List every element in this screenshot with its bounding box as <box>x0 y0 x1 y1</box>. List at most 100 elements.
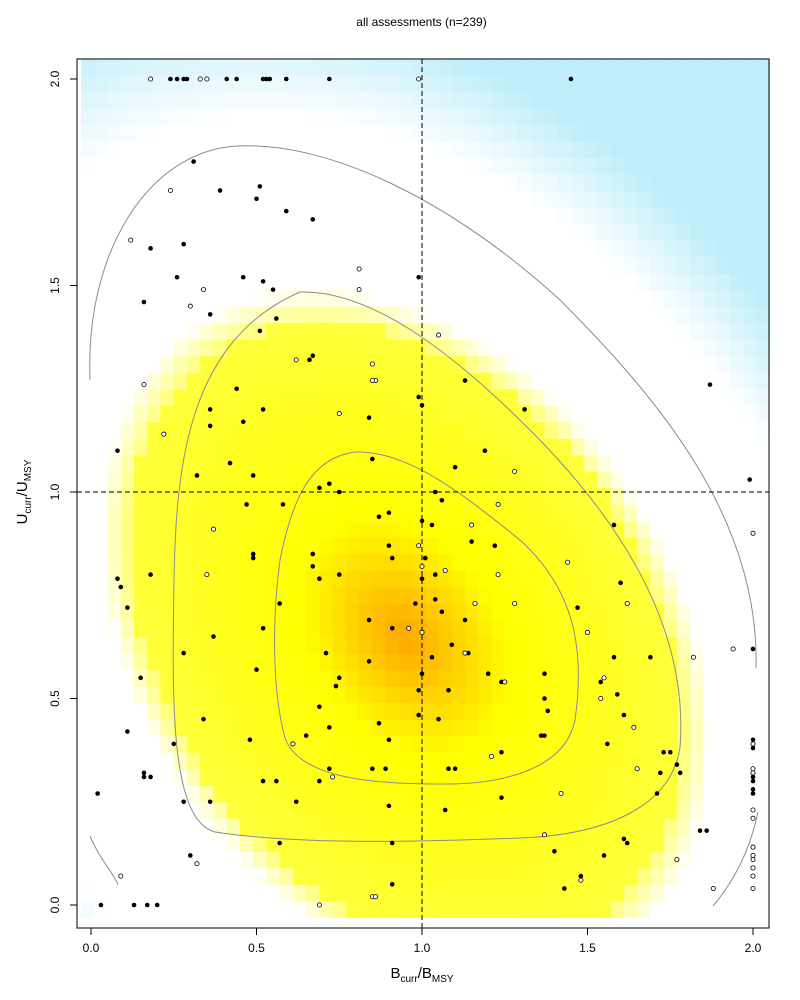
density-cell <box>306 735 320 753</box>
density-cell <box>372 636 387 654</box>
density-cell <box>584 537 598 555</box>
density-cell <box>570 223 585 241</box>
density-cell <box>279 405 294 423</box>
density-cell <box>173 537 188 555</box>
density-cell <box>650 834 665 852</box>
density-cell <box>570 768 585 786</box>
density-cell <box>226 900 241 918</box>
density-cell <box>637 834 651 852</box>
density-cell <box>531 620 545 638</box>
density-cell <box>200 388 214 406</box>
density-cell <box>239 289 254 307</box>
density-cell <box>690 223 704 241</box>
density-cell <box>425 834 440 852</box>
density-cell <box>623 454 638 472</box>
density-cell <box>690 207 704 225</box>
density-cell <box>186 471 201 489</box>
density-cell <box>716 553 731 571</box>
density-cell <box>226 735 241 753</box>
density-cell <box>239 256 254 274</box>
density-cell <box>557 867 572 885</box>
density-cell <box>134 421 148 439</box>
density-cell <box>517 91 532 109</box>
density-cell <box>213 339 228 357</box>
density-cell <box>332 636 347 654</box>
density-cell <box>266 273 281 291</box>
density-cell <box>716 586 731 605</box>
density-cell <box>134 702 148 720</box>
density-cell <box>359 223 373 241</box>
density-cell <box>239 702 254 720</box>
density-cell <box>425 487 440 505</box>
density-cell <box>557 339 572 357</box>
density-cell <box>332 124 347 142</box>
density-cell <box>200 173 214 192</box>
density-cell <box>610 223 625 241</box>
density-cell <box>81 884 95 902</box>
density-cell <box>623 834 638 852</box>
density-cell <box>504 752 519 770</box>
density-cell <box>438 537 453 555</box>
density-cell <box>465 173 479 192</box>
density-cell <box>94 653 109 671</box>
density-cell <box>570 603 585 621</box>
density-cell <box>491 603 506 621</box>
density-cell <box>332 702 347 720</box>
point-filled <box>283 76 289 82</box>
density-cell <box>531 405 545 423</box>
density-cell <box>557 273 572 291</box>
density-cell <box>372 339 387 357</box>
density-cell <box>557 223 572 241</box>
density-cell <box>385 388 400 406</box>
density-cell <box>544 603 559 621</box>
density-cell <box>200 801 214 819</box>
density-cell <box>147 801 162 819</box>
density-cell <box>570 306 585 324</box>
density-cell <box>226 91 241 109</box>
density-cell <box>465 190 479 208</box>
point-filled <box>370 766 375 772</box>
density-cell <box>398 636 413 654</box>
density-cell <box>465 339 479 357</box>
density-cell <box>465 223 479 241</box>
density-cell <box>226 207 241 225</box>
density-cell <box>451 818 466 836</box>
density-cell <box>120 752 135 770</box>
point-filled <box>141 299 147 305</box>
density-cell <box>160 207 175 225</box>
density-cell <box>412 223 426 241</box>
density-cell <box>425 504 440 522</box>
density-cell <box>398 669 413 687</box>
density-cell <box>279 603 294 621</box>
density-cell <box>451 438 466 456</box>
density-cell <box>531 735 545 753</box>
density-cell <box>160 339 175 357</box>
density-cell <box>147 586 162 605</box>
density-cell <box>478 339 493 357</box>
density-cell <box>478 124 493 142</box>
density-cell <box>504 785 519 803</box>
density-cell <box>239 124 254 142</box>
density-cell <box>438 520 453 538</box>
density-cell <box>226 801 241 819</box>
density-cell <box>134 900 148 918</box>
point-filled <box>452 766 458 772</box>
density-cell <box>319 124 334 142</box>
density-cell <box>147 867 162 885</box>
density-cell <box>637 900 651 918</box>
density-cell <box>239 834 254 852</box>
density-cell <box>412 58 426 76</box>
density-cell <box>425 603 440 621</box>
point-filled <box>174 76 180 82</box>
density-cell <box>372 768 387 786</box>
density-cell <box>637 454 651 472</box>
density-cell <box>425 157 440 175</box>
density-cell <box>650 471 665 489</box>
density-cell <box>134 355 148 373</box>
density-cell <box>570 834 585 852</box>
density-cell <box>385 421 400 439</box>
density-cell <box>676 124 691 142</box>
density-cell <box>676 471 691 489</box>
density-cell <box>186 107 201 125</box>
density-cell <box>160 289 175 307</box>
